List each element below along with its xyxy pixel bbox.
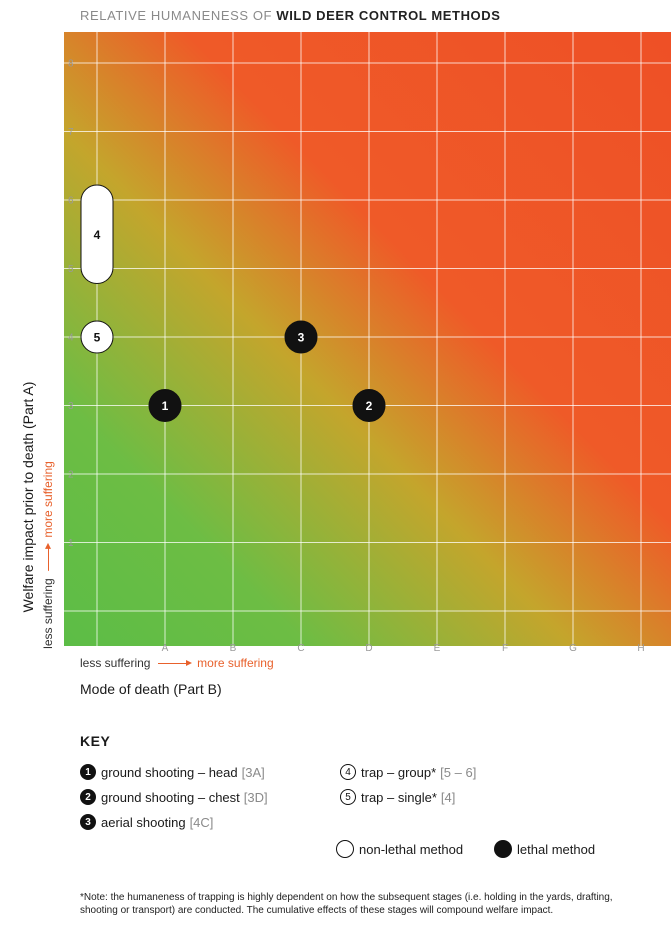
key-badge-4: 4 bbox=[340, 764, 356, 780]
key-item-code: [3D] bbox=[243, 789, 268, 805]
y-tick-label: 7 bbox=[68, 127, 74, 138]
key-item-code: [3A] bbox=[241, 764, 265, 780]
key-item-code: [5 – 6] bbox=[440, 764, 477, 780]
key-item-aerial: 3 aerial shooting [4C] bbox=[80, 814, 213, 830]
key-title: KEY bbox=[80, 733, 111, 749]
key-item-text: aerial shooting bbox=[101, 814, 186, 830]
legend-nonlethal-label: non-lethal method bbox=[359, 841, 464, 857]
y-hint-low: less suffering bbox=[41, 578, 55, 649]
chart-plot: 1 2 3 4 5 6 7 8 A B C D E F G H 1 2 3 5 4 bbox=[64, 32, 671, 654]
y-tick-label: 3 bbox=[68, 401, 74, 412]
marker-2-label: 2 bbox=[366, 399, 373, 413]
x-tick-label: B bbox=[230, 643, 237, 654]
key-item-text: ground shooting – head bbox=[101, 764, 238, 780]
key-item-text: trap – single* bbox=[361, 789, 437, 805]
y-hint-high: more suffering bbox=[41, 461, 55, 538]
key-item-code: [4C] bbox=[189, 814, 214, 830]
x-hint-low: less suffering bbox=[80, 656, 151, 670]
y-tick-label: 6 bbox=[68, 196, 74, 207]
open-circle-icon bbox=[336, 840, 354, 858]
x-axis-label: Mode of death (Part B) bbox=[80, 681, 222, 697]
x-tick-label: A bbox=[162, 643, 169, 654]
key-badge-2: 2 bbox=[80, 789, 96, 805]
key-item-text: trap – group* bbox=[361, 764, 437, 780]
marker-1-label: 1 bbox=[162, 399, 169, 413]
y-axis-hint: less suffering more suffering bbox=[41, 461, 55, 649]
grid-lines bbox=[64, 32, 671, 646]
x-hint-arrow-icon bbox=[157, 660, 192, 667]
key-item-text: ground shooting – chest bbox=[101, 789, 240, 805]
x-tick-label: F bbox=[502, 643, 508, 654]
y-tick-label: 4 bbox=[68, 333, 74, 344]
legend-nonlethal: non-lethal method bbox=[336, 840, 463, 858]
chart-title-bold: WILD DEER CONTROL METHODS bbox=[276, 8, 501, 23]
chart-title: RELATIVE HUMANENESS OF WILD DEER CONTROL… bbox=[80, 8, 501, 23]
marker-2-shape bbox=[352, 389, 386, 422]
marker-5-label: 5 bbox=[94, 331, 101, 345]
footnote: *Note: the humaneness of trapping is hig… bbox=[80, 892, 613, 916]
filled-circle-icon bbox=[494, 840, 512, 858]
data-markers: 1 2 3 5 4 bbox=[80, 184, 386, 422]
key-badge-5: 5 bbox=[340, 789, 356, 805]
key-item-code: [4] bbox=[440, 789, 456, 805]
plot-background bbox=[64, 32, 671, 646]
y-tick-label: 1 bbox=[68, 538, 74, 549]
x-axis-hint: less suffering more suffering bbox=[80, 656, 274, 670]
key-item-trap-single: 5 trap – single* [4] bbox=[340, 789, 455, 805]
x-tick-label: E bbox=[434, 643, 441, 654]
key-badge-3: 3 bbox=[80, 814, 96, 830]
y-tick-label: 8 bbox=[68, 59, 74, 70]
y-tick-label: 5 bbox=[68, 264, 74, 275]
y-hint-arrow-icon bbox=[48, 545, 50, 571]
x-hint-high: more suffering bbox=[197, 656, 274, 670]
x-axis-ticks: A B C D E F G H bbox=[162, 643, 645, 654]
x-tick-label: C bbox=[297, 643, 304, 654]
marker-1-shape bbox=[148, 389, 182, 422]
y-axis-label: Welfare impact prior to death (Part A) bbox=[20, 381, 36, 613]
x-tick-label: H bbox=[637, 643, 644, 654]
legend-lethal-label: lethal method bbox=[517, 841, 596, 857]
marker-3-shape bbox=[284, 320, 318, 354]
marker-3-label: 3 bbox=[298, 331, 305, 345]
key-item-trap-group: 4 trap – group* [5 – 6] bbox=[340, 764, 476, 780]
key-item-ground-head: 1 ground shooting – head [3A] bbox=[80, 764, 265, 780]
key-badge-1: 1 bbox=[80, 764, 96, 780]
marker-5-shape bbox=[80, 320, 114, 354]
chart-title-prefix: RELATIVE HUMANENESS OF bbox=[80, 8, 273, 23]
x-tick-label: G bbox=[569, 643, 577, 654]
key-item-ground-chest: 2 ground shooting – chest [3D] bbox=[80, 789, 268, 805]
marker-4-shape bbox=[80, 184, 114, 284]
marker-4-label: 4 bbox=[94, 228, 101, 242]
y-axis-ticks: 1 2 3 4 5 6 7 8 bbox=[68, 59, 74, 550]
x-tick-label: D bbox=[365, 643, 372, 654]
y-tick-label: 2 bbox=[68, 470, 74, 481]
legend-lethal: lethal method bbox=[494, 840, 595, 858]
